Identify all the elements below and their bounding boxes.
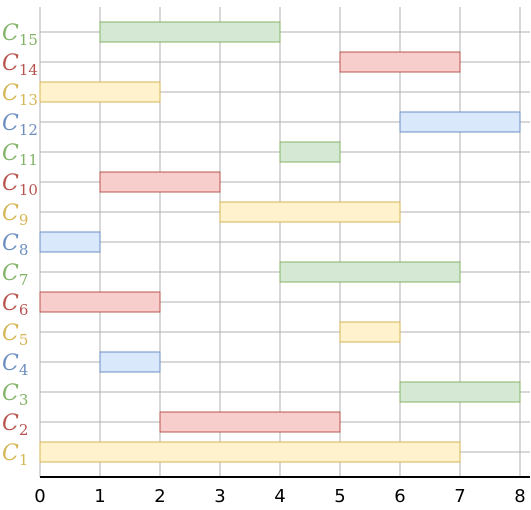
x-tick-label: 2 [154,486,165,507]
task-bar-c12 [399,111,521,133]
grid [39,7,530,477]
x-tick-label: 1 [94,486,105,507]
task-bar-c3 [399,381,521,403]
bars [39,21,521,463]
row-label-c5: C5 [2,321,28,349]
row-label-c15: C15 [2,21,38,49]
x-tick-label: 5 [334,486,345,507]
row-label-c4: C4 [2,351,28,379]
x-tick-label: 4 [274,486,285,507]
row-label-c12: C12 [2,111,38,139]
row-label-c13: C13 [2,81,38,109]
task-bar-c1 [39,441,461,463]
x-tick-label: 8 [514,486,525,507]
task-bar-c7 [279,261,461,283]
row-label-c14: C14 [2,51,38,79]
row-label-c10: C10 [2,171,38,199]
row-label-c11: C11 [2,141,38,169]
x-tick-label: 3 [214,486,225,507]
row-label-c3: C3 [2,381,28,409]
task-bar-c2 [159,411,341,433]
task-bar-c4 [99,351,161,373]
task-bar-c8 [39,231,101,253]
row-label-c6: C6 [2,291,28,319]
x-tick-label: 7 [454,486,465,507]
row-label-c8: C8 [2,231,28,259]
row-label-c1: C1 [2,441,28,469]
row-label-c2: C2 [2,411,28,439]
task-bar-c13 [39,81,161,103]
task-bar-c5 [339,321,401,343]
task-bar-c6 [39,291,161,313]
x-tick-label: 0 [34,486,45,507]
x-tick-label: 6 [394,486,405,507]
task-bar-c15 [99,21,281,43]
row-label-c9: C9 [2,201,28,229]
task-bar-c11 [279,141,341,163]
task-bar-c14 [339,51,461,73]
task-bar-c10 [99,171,221,193]
x-axis: 0 1 2 3 4 5 6 7 8 [34,476,530,507]
task-bar-c9 [219,201,401,223]
row-label-c7: C7 [2,261,28,289]
